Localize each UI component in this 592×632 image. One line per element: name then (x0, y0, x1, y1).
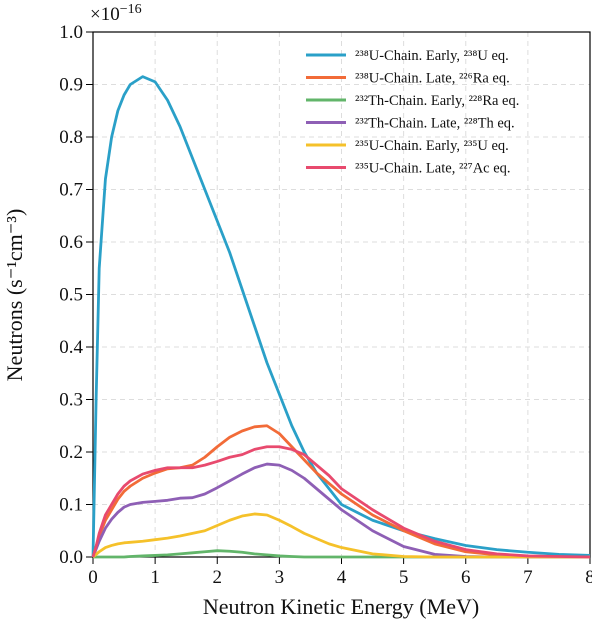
x-tick-label: 6 (461, 567, 471, 588)
y-tick-label: 0.2 (59, 442, 83, 463)
y-tick-label: 0.5 (59, 285, 83, 306)
y-tick-label: 0.7 (59, 180, 83, 201)
y-tick-label: 0.8 (59, 127, 83, 148)
legend-label: ²³⁸U-Chain. Early, ²³⁸U eq. (355, 48, 509, 64)
x-tick-label: 3 (275, 567, 285, 588)
y-tick-label: 0.6 (59, 232, 83, 253)
legend-label: ²³⁸U-Chain. Late, ²²⁶Ra eq. (355, 71, 510, 87)
y-axis-label: Neutrons (s⁻¹cm⁻³) (2, 209, 27, 382)
series-line (92, 512, 590, 559)
y-offset-exp: −16 (120, 2, 142, 17)
legend-label: ²³²Th-Chain. Early, ²²⁸Ra eq. (355, 93, 519, 109)
x-tick-label: 7 (523, 567, 533, 588)
y-tick-label: 0.0 (59, 547, 83, 568)
y-offset-base: ×10 (90, 4, 120, 25)
legend-label: ²³⁵U-Chain. Late, ²²⁷Ac eq. (355, 161, 511, 177)
y-tick-label: 0.9 (59, 75, 83, 96)
series-line (91, 445, 591, 559)
series-line (91, 424, 590, 559)
x-tick-label: 1 (150, 567, 160, 588)
x-tick-label: 0 (88, 567, 98, 588)
y-tick-label: 1.0 (59, 22, 83, 43)
series-line (91, 462, 590, 559)
legend-label: ²³²Th-Chain. Late, ²²⁸Th eq. (355, 116, 515, 132)
legend-label: ²³⁵U-Chain. Early, ²³⁵U eq. (355, 138, 509, 154)
x-tick-label: 5 (399, 567, 409, 588)
x-tick-label: 8 (585, 567, 592, 588)
y-offset: ×10−16 (90, 2, 142, 25)
y-tick-label: 0.3 (59, 390, 83, 411)
y-tick-label: 0.4 (59, 337, 83, 358)
x-axis-label: Neutron Kinetic Energy (MeV) (203, 594, 479, 619)
x-tick-label: 2 (213, 567, 223, 588)
y-tick-label: 0.1 (59, 495, 83, 516)
x-tick-label: 4 (337, 567, 347, 588)
